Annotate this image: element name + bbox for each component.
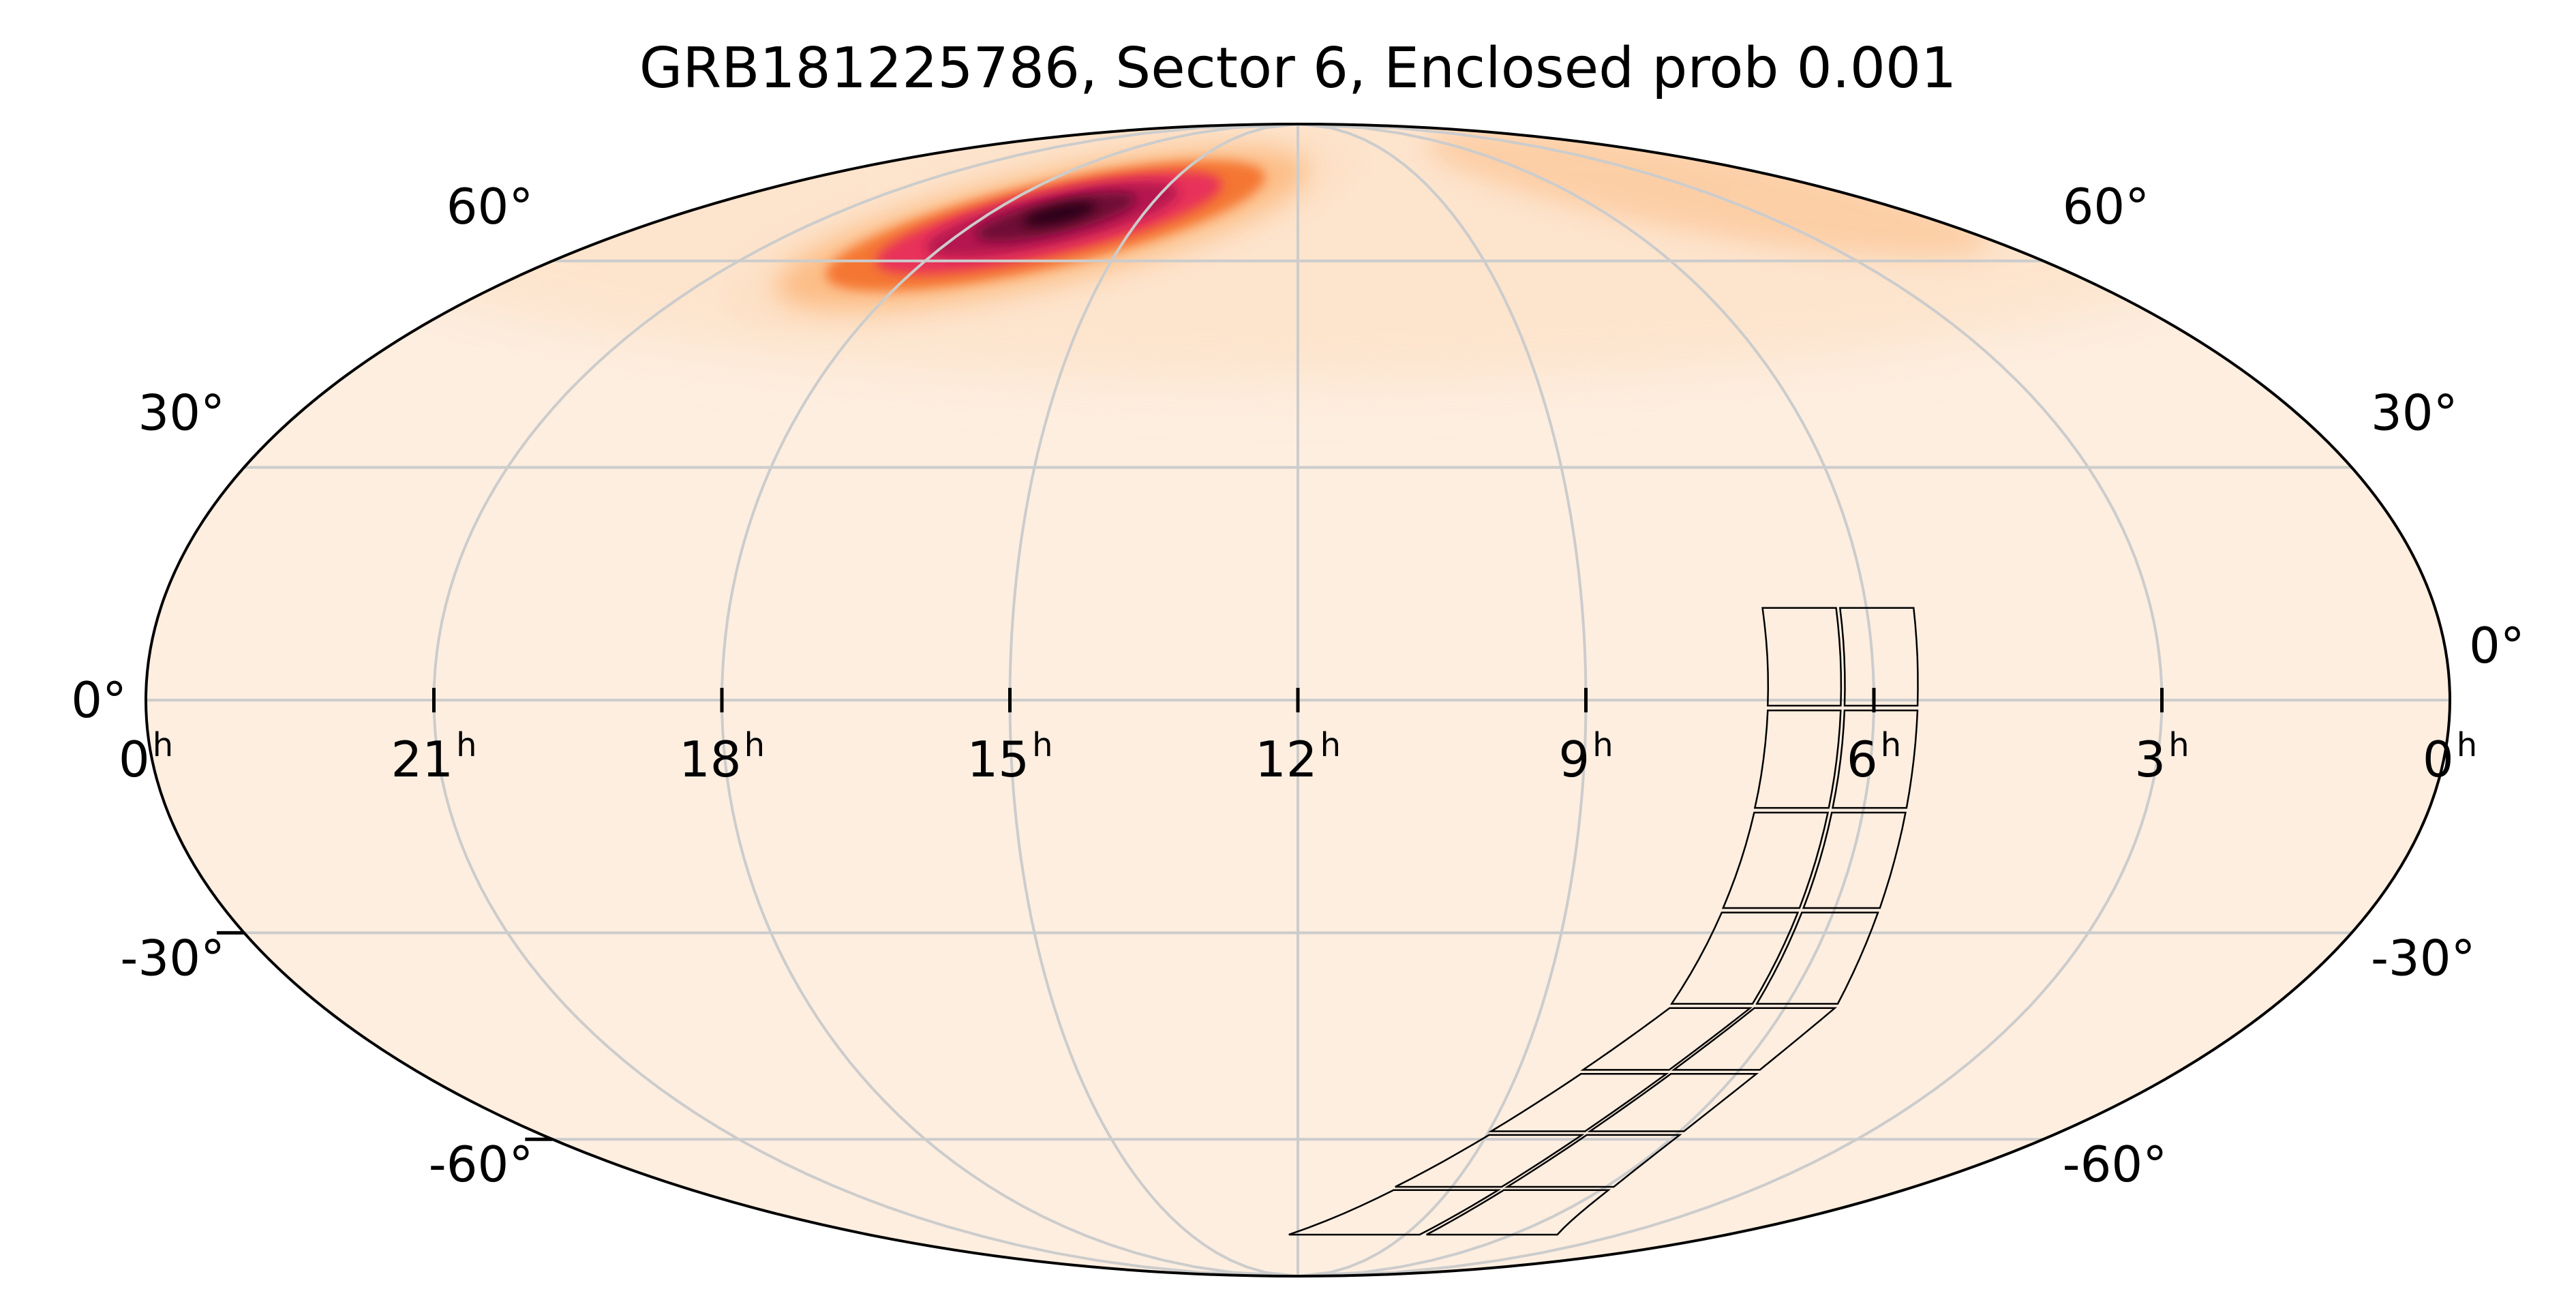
ra-tick-label: 21h [391, 726, 476, 788]
dec-tick-label-left: -60° [429, 1136, 534, 1193]
probability-level [1022, 202, 1096, 226]
skymap-plot-area [145, 123, 2451, 1278]
ccd-footprint [1755, 911, 1879, 1005]
dec-tick-label-right: 60° [2063, 178, 2150, 235]
dec-tick-label-left: 30° [138, 384, 225, 442]
ra-tick-label: 6h [1847, 726, 1901, 788]
ccd-footprint [1669, 911, 1800, 1005]
ra-tick-label: 15h [967, 726, 1052, 788]
ra-tick-labels: 0h 21h 18h 15h 12h 9h 6h 3h 0h [119, 726, 2477, 788]
dec-tick-label-left: 60° [446, 178, 534, 235]
dec-tick-label-right: 30° [2371, 384, 2458, 442]
dec-tick-label-right: -60° [2063, 1136, 2168, 1193]
ccd-footprint [1488, 1073, 1669, 1132]
ccd-footprint [1753, 709, 1842, 809]
ra-tick-marks [217, 688, 2164, 1141]
ccd-footprint [1831, 709, 1919, 809]
dec-tick-label-left: -30° [120, 929, 225, 986]
sector-footprint [1288, 607, 1919, 1236]
dec-tick-label-right: -30° [2371, 929, 2476, 986]
ra-tick-label: 0h [119, 726, 173, 788]
dec-tick-label-right: 0° [2469, 617, 2525, 674]
map-border [145, 123, 2451, 1278]
ccd-footprint [1838, 607, 1919, 707]
ra-tick-label: 18h [679, 726, 765, 788]
ccd-footprint [1504, 1134, 1682, 1188]
ccd-footprint [1580, 1007, 1753, 1071]
ccd-footprint [1761, 607, 1843, 707]
ccd-footprint [1395, 1134, 1585, 1188]
ccd-footprint [1802, 811, 1907, 909]
ccd-footprint [1288, 1189, 1502, 1236]
ccd-footprint [1426, 1189, 1611, 1236]
chart-title: GRB181225786, Sector 6, Enclosed prob 0.… [639, 36, 1957, 101]
dec-tick-labels: 60° 60° 30° 30° 0° 0° -30° -30° -60° -60° [71, 178, 2525, 1193]
ra-tick-label: 3h [2134, 726, 2189, 788]
ccd-footprint [1587, 1073, 1759, 1132]
ra-tick-label: 12h [1255, 726, 1341, 788]
ra-tick-label: 0h [2423, 726, 2477, 788]
ra-tick-label: 9h [1558, 726, 1613, 788]
ccd-footprint [1721, 811, 1830, 909]
ccd-footprint [1671, 1007, 1838, 1071]
dec-tick-label-left: 0° [71, 671, 127, 729]
